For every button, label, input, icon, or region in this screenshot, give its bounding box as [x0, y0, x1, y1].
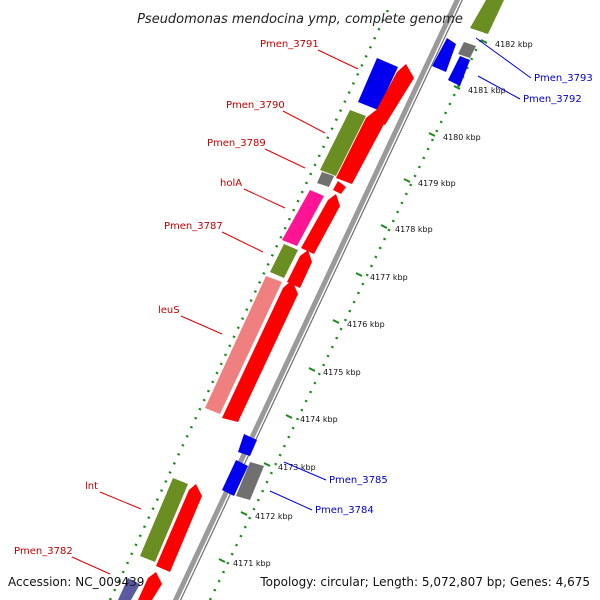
gene-track [118, 58, 414, 600]
gene-pmen-3785b [238, 434, 257, 456]
label-leader [477, 75, 521, 100]
tick-mark [428, 132, 436, 137]
gene-label[interactable]: Pmen_3782 [14, 546, 73, 557]
tick-mark [355, 272, 363, 277]
tick-mark [380, 224, 388, 229]
gene-label[interactable]: leuS [158, 305, 180, 316]
gene-top-olive [470, 0, 504, 34]
tick-label: 4171 kbp [233, 559, 271, 568]
label-leader [317, 49, 359, 70]
label-leader [71, 556, 111, 575]
accession-text: Accession: NC_009439 [8, 575, 144, 589]
gene-label[interactable]: Pmen_3785 [329, 475, 388, 486]
gene-label[interactable]: Pmen_3792 [523, 94, 582, 105]
left-labels: Pmen_3791 Pmen_3790 Pmen_3789 holA Pmen_3787… [14, 39, 359, 575]
label-leader [282, 110, 326, 134]
label-leader [99, 491, 142, 510]
right-labels: Pmen_3793 Pmen_3792 Pmen_3785 Pmen_3784 [269, 37, 593, 516]
label-leader [180, 315, 223, 335]
tick-label: 4181 kbp [468, 86, 506, 95]
tick-mark [240, 511, 248, 516]
tick-mark [332, 319, 340, 324]
cds-pmen-3791[interactable] [372, 64, 414, 125]
cds-pmen-3782[interactable] [138, 572, 162, 600]
gene-pmen-3793[interactable] [432, 38, 456, 72]
label-leader [221, 231, 264, 253]
label-leader [264, 148, 306, 169]
tick-label: 4179 kbp [418, 179, 456, 188]
tick-label: 4178 kbp [395, 225, 433, 234]
gene-leus[interactable] [205, 276, 282, 414]
gene-pmen-3790[interactable] [320, 110, 366, 176]
topology-text: Topology: circular; Length: 5,072,807 bp… [259, 575, 590, 589]
tick-label: 4177 kbp [370, 273, 408, 282]
tick-mark [480, 39, 488, 44]
gene-pmen-3789 [317, 172, 334, 187]
label-leader [283, 461, 327, 481]
gene-label[interactable]: holA [220, 178, 242, 189]
tick-label: 4180 kbp [443, 133, 481, 142]
cds-pmen-3787[interactable] [287, 250, 312, 288]
tick-label: 4174 kbp [300, 415, 338, 424]
gene-lnt[interactable] [140, 478, 188, 562]
cds-pmen-3790[interactable] [336, 110, 384, 184]
gene-pmen-3787[interactable] [270, 244, 298, 278]
gene-label[interactable]: Pmen_3790 [226, 100, 285, 111]
tick-label: 4172 kbp [255, 512, 293, 521]
tick-mark [285, 414, 293, 419]
cds-leus[interactable] [222, 280, 298, 422]
backbone [172, 0, 463, 600]
label-leader [243, 188, 286, 209]
gene-label[interactable]: Pmen_3784 [315, 505, 374, 516]
tick-mark [263, 462, 271, 467]
label-leader [475, 37, 532, 79]
gene-pmen-3791[interactable] [358, 58, 398, 110]
gene-label[interactable]: Pmen_3789 [207, 138, 266, 149]
tick-mark [453, 85, 461, 90]
gene-hola[interactable] [282, 190, 324, 246]
gene-label[interactable]: Pmen_3791 [260, 39, 319, 50]
gene-label[interactable]: Pmen_3787 [164, 221, 223, 232]
cds-lnt[interactable] [156, 484, 202, 572]
cds-hola[interactable] [301, 194, 340, 254]
tick-label: 4175 kbp [323, 368, 361, 377]
gene-pmen-3784[interactable] [236, 462, 264, 500]
reverse-gene-track [222, 0, 504, 500]
tick-label: 4176 kbp [347, 320, 385, 329]
map-title: Pseudomonas mendocina ymp, complete geno… [137, 12, 463, 27]
gene-label[interactable]: Pmen_3793 [534, 73, 593, 84]
gene-pmen-3782 [118, 578, 140, 600]
tick-label: 4182 kbp [495, 40, 533, 49]
tick-mark [308, 367, 316, 372]
gene-pmen-3785[interactable] [222, 460, 248, 496]
gene-pmen-3792b [458, 42, 476, 58]
tick-mark [403, 178, 411, 183]
gene-pmen-3792[interactable] [448, 56, 470, 86]
tick-mark [218, 558, 226, 563]
cds-pmen-3789[interactable] [333, 181, 346, 194]
label-leader [269, 490, 313, 511]
gene-label[interactable]: lnt [85, 481, 98, 492]
